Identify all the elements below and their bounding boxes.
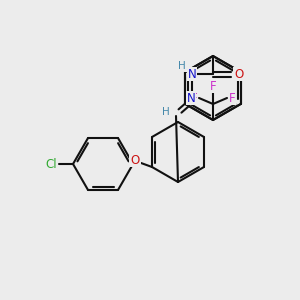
Text: F: F [191,92,197,104]
Text: H: H [178,61,186,71]
Text: F: F [229,92,235,104]
Text: N: N [187,92,195,104]
Text: Cl: Cl [45,158,57,170]
Text: F: F [210,80,216,92]
Text: O: O [234,68,244,80]
Text: N: N [188,68,196,80]
Text: H: H [162,107,170,117]
Text: O: O [130,154,140,166]
